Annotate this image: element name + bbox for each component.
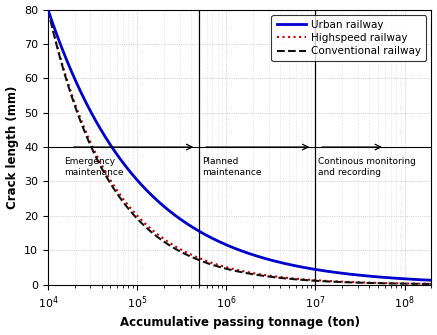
Conventional railway [222, 266, 227, 270]
Highspeed railway [347, 280, 353, 284]
Line: Conventional railway: Conventional railway [48, 10, 431, 284]
Highspeed railway [65, 79, 70, 83]
Urban railway [65, 60, 70, 64]
Legend: Urban railway, Highspeed railway, Conventional railway: Urban railway, Highspeed railway, Conven… [271, 15, 426, 61]
Highspeed railway [232, 267, 237, 271]
Highspeed railway [45, 8, 51, 12]
Urban railway [45, 8, 51, 12]
Urban railway [429, 278, 434, 282]
Conventional railway [45, 8, 51, 12]
X-axis label: Accumulative passing tonnage (ton): Accumulative passing tonnage (ton) [120, 317, 360, 329]
Text: Planned
maintenance: Planned maintenance [202, 157, 262, 177]
Urban railway [417, 278, 423, 282]
Text: Emergency
maintenance: Emergency maintenance [64, 157, 123, 177]
Highspeed railway [417, 282, 423, 286]
Conventional railway [232, 269, 237, 273]
Conventional railway [418, 282, 423, 286]
Highspeed railway [222, 265, 227, 269]
Line: Highspeed railway: Highspeed railway [48, 10, 431, 284]
Conventional railway [347, 280, 353, 284]
Line: Urban railway: Urban railway [48, 10, 431, 280]
Y-axis label: Crack length (mm): Crack length (mm) [6, 85, 18, 209]
Highspeed railway [429, 282, 434, 286]
Conventional railway [417, 282, 423, 286]
Urban railway [418, 278, 423, 282]
Highspeed railway [418, 282, 423, 286]
Urban railway [347, 272, 353, 276]
Conventional railway [65, 81, 70, 85]
Urban railway [232, 246, 237, 250]
Urban railway [222, 242, 227, 246]
Text: Continous monitoring
and recording: Continous monitoring and recording [319, 157, 416, 177]
Conventional railway [429, 282, 434, 286]
